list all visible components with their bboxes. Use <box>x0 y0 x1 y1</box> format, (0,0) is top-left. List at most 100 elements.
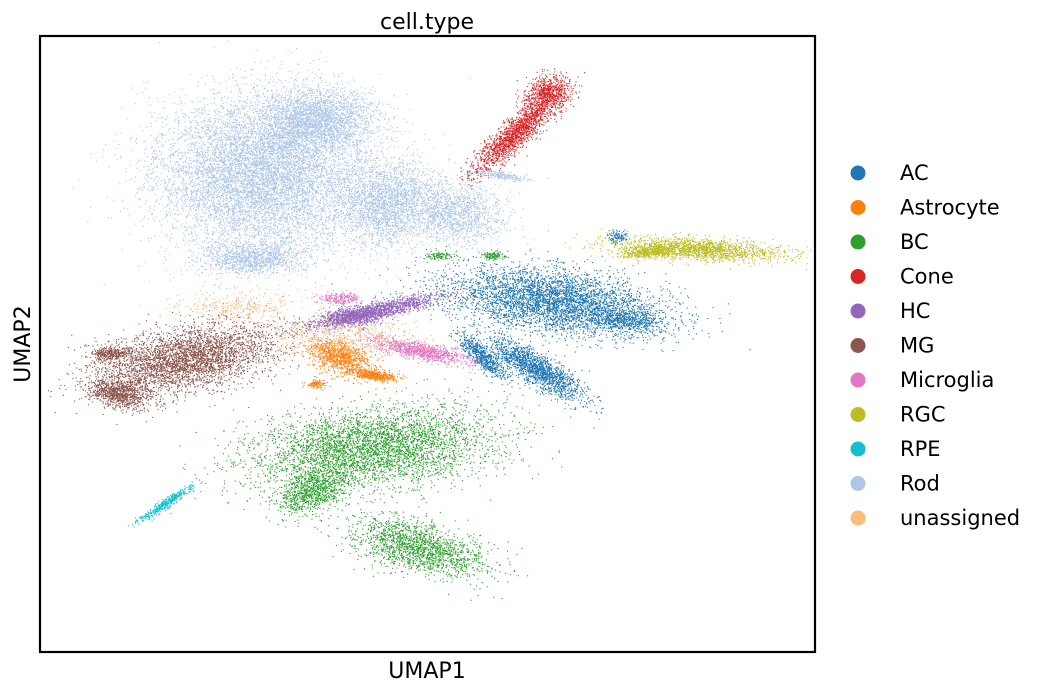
point-ac <box>510 269 511 270</box>
point-ac <box>532 273 533 274</box>
point-ac <box>639 307 640 308</box>
point-ac <box>536 275 537 276</box>
point-ac <box>561 296 562 297</box>
point-ac <box>390 294 391 295</box>
point-ac <box>483 301 484 302</box>
point-ac <box>490 295 491 296</box>
point-ac <box>516 306 517 307</box>
point-ac <box>480 262 481 263</box>
point-ac <box>591 331 592 332</box>
point-ac <box>525 254 526 255</box>
point-ac <box>600 316 601 317</box>
point-ac <box>586 278 587 279</box>
point-ac <box>577 314 578 315</box>
point-ac <box>517 294 518 295</box>
point-ac <box>470 280 471 281</box>
point-ac <box>566 276 567 277</box>
point-ac <box>681 321 682 322</box>
point-ac <box>591 279 592 280</box>
point-ac <box>513 295 514 296</box>
point-ac <box>598 295 599 296</box>
point-ac <box>544 305 545 306</box>
point-ac <box>615 333 616 334</box>
point-ac <box>523 326 524 327</box>
point-ac <box>581 300 582 301</box>
point-ac <box>669 283 670 284</box>
point-ac <box>518 283 519 284</box>
point-ac <box>627 319 628 320</box>
point-ac <box>585 280 586 281</box>
point-ac <box>432 272 433 273</box>
point-ac <box>585 325 586 326</box>
point-ac <box>563 269 564 270</box>
point-ac <box>487 296 488 297</box>
point-ac <box>533 311 534 312</box>
point-ac <box>447 308 448 309</box>
point-ac <box>643 306 644 307</box>
point-ac <box>612 292 613 293</box>
point-ac <box>572 329 573 330</box>
point-ac <box>532 297 533 298</box>
point-ac <box>652 315 653 316</box>
point-ac <box>638 311 639 312</box>
point-ac <box>494 297 495 298</box>
point-ac <box>461 303 462 304</box>
point-ac <box>596 289 597 290</box>
point-ac <box>604 293 605 294</box>
point-ac <box>485 294 486 295</box>
point-ac <box>498 303 499 304</box>
point-ac <box>410 288 411 289</box>
point-ac <box>503 275 504 276</box>
point-ac <box>416 257 417 258</box>
point-ac <box>644 303 645 304</box>
point-ac <box>528 299 529 300</box>
point-ac <box>516 304 517 305</box>
point-ac <box>476 296 477 297</box>
point-ac <box>750 349 751 350</box>
point-ac <box>612 293 613 294</box>
point-ac <box>493 300 494 301</box>
point-ac <box>559 280 560 281</box>
point-ac <box>504 305 505 306</box>
point-ac <box>635 305 636 306</box>
point-ac <box>561 315 562 316</box>
point-ac <box>436 273 437 274</box>
point-ac <box>567 293 568 294</box>
point-ac <box>597 288 598 289</box>
point-ac <box>408 268 409 269</box>
point-ac <box>576 263 577 264</box>
point-ac <box>562 305 563 306</box>
point-ac <box>547 261 548 262</box>
point-ac <box>569 294 570 295</box>
point-ac <box>545 267 546 268</box>
point-ac <box>559 324 560 325</box>
point-ac <box>598 306 599 307</box>
point-ac <box>559 313 560 314</box>
point-ac <box>622 305 623 306</box>
point-ac <box>545 325 546 326</box>
point-ac <box>552 336 553 337</box>
point-ac <box>471 303 472 304</box>
point-ac <box>495 288 496 289</box>
point-ac <box>630 297 631 298</box>
point-ac <box>512 317 513 318</box>
point-ac <box>547 296 548 297</box>
point-ac <box>470 287 471 288</box>
point-ac <box>553 292 554 293</box>
point-ac <box>463 288 464 289</box>
point-ac <box>552 316 553 317</box>
point-ac <box>482 290 483 291</box>
point-ac <box>507 293 508 294</box>
point-ac <box>555 327 556 328</box>
point-ac <box>572 287 573 288</box>
point-ac <box>482 285 483 286</box>
point-ac <box>556 309 557 310</box>
point-ac <box>536 310 537 311</box>
point-ac <box>675 324 676 325</box>
point-ac <box>622 328 623 329</box>
point-ac <box>580 290 581 291</box>
point-ac <box>480 296 481 297</box>
point-ac <box>573 301 574 302</box>
point-ac <box>552 302 553 303</box>
point-ac <box>584 315 585 316</box>
